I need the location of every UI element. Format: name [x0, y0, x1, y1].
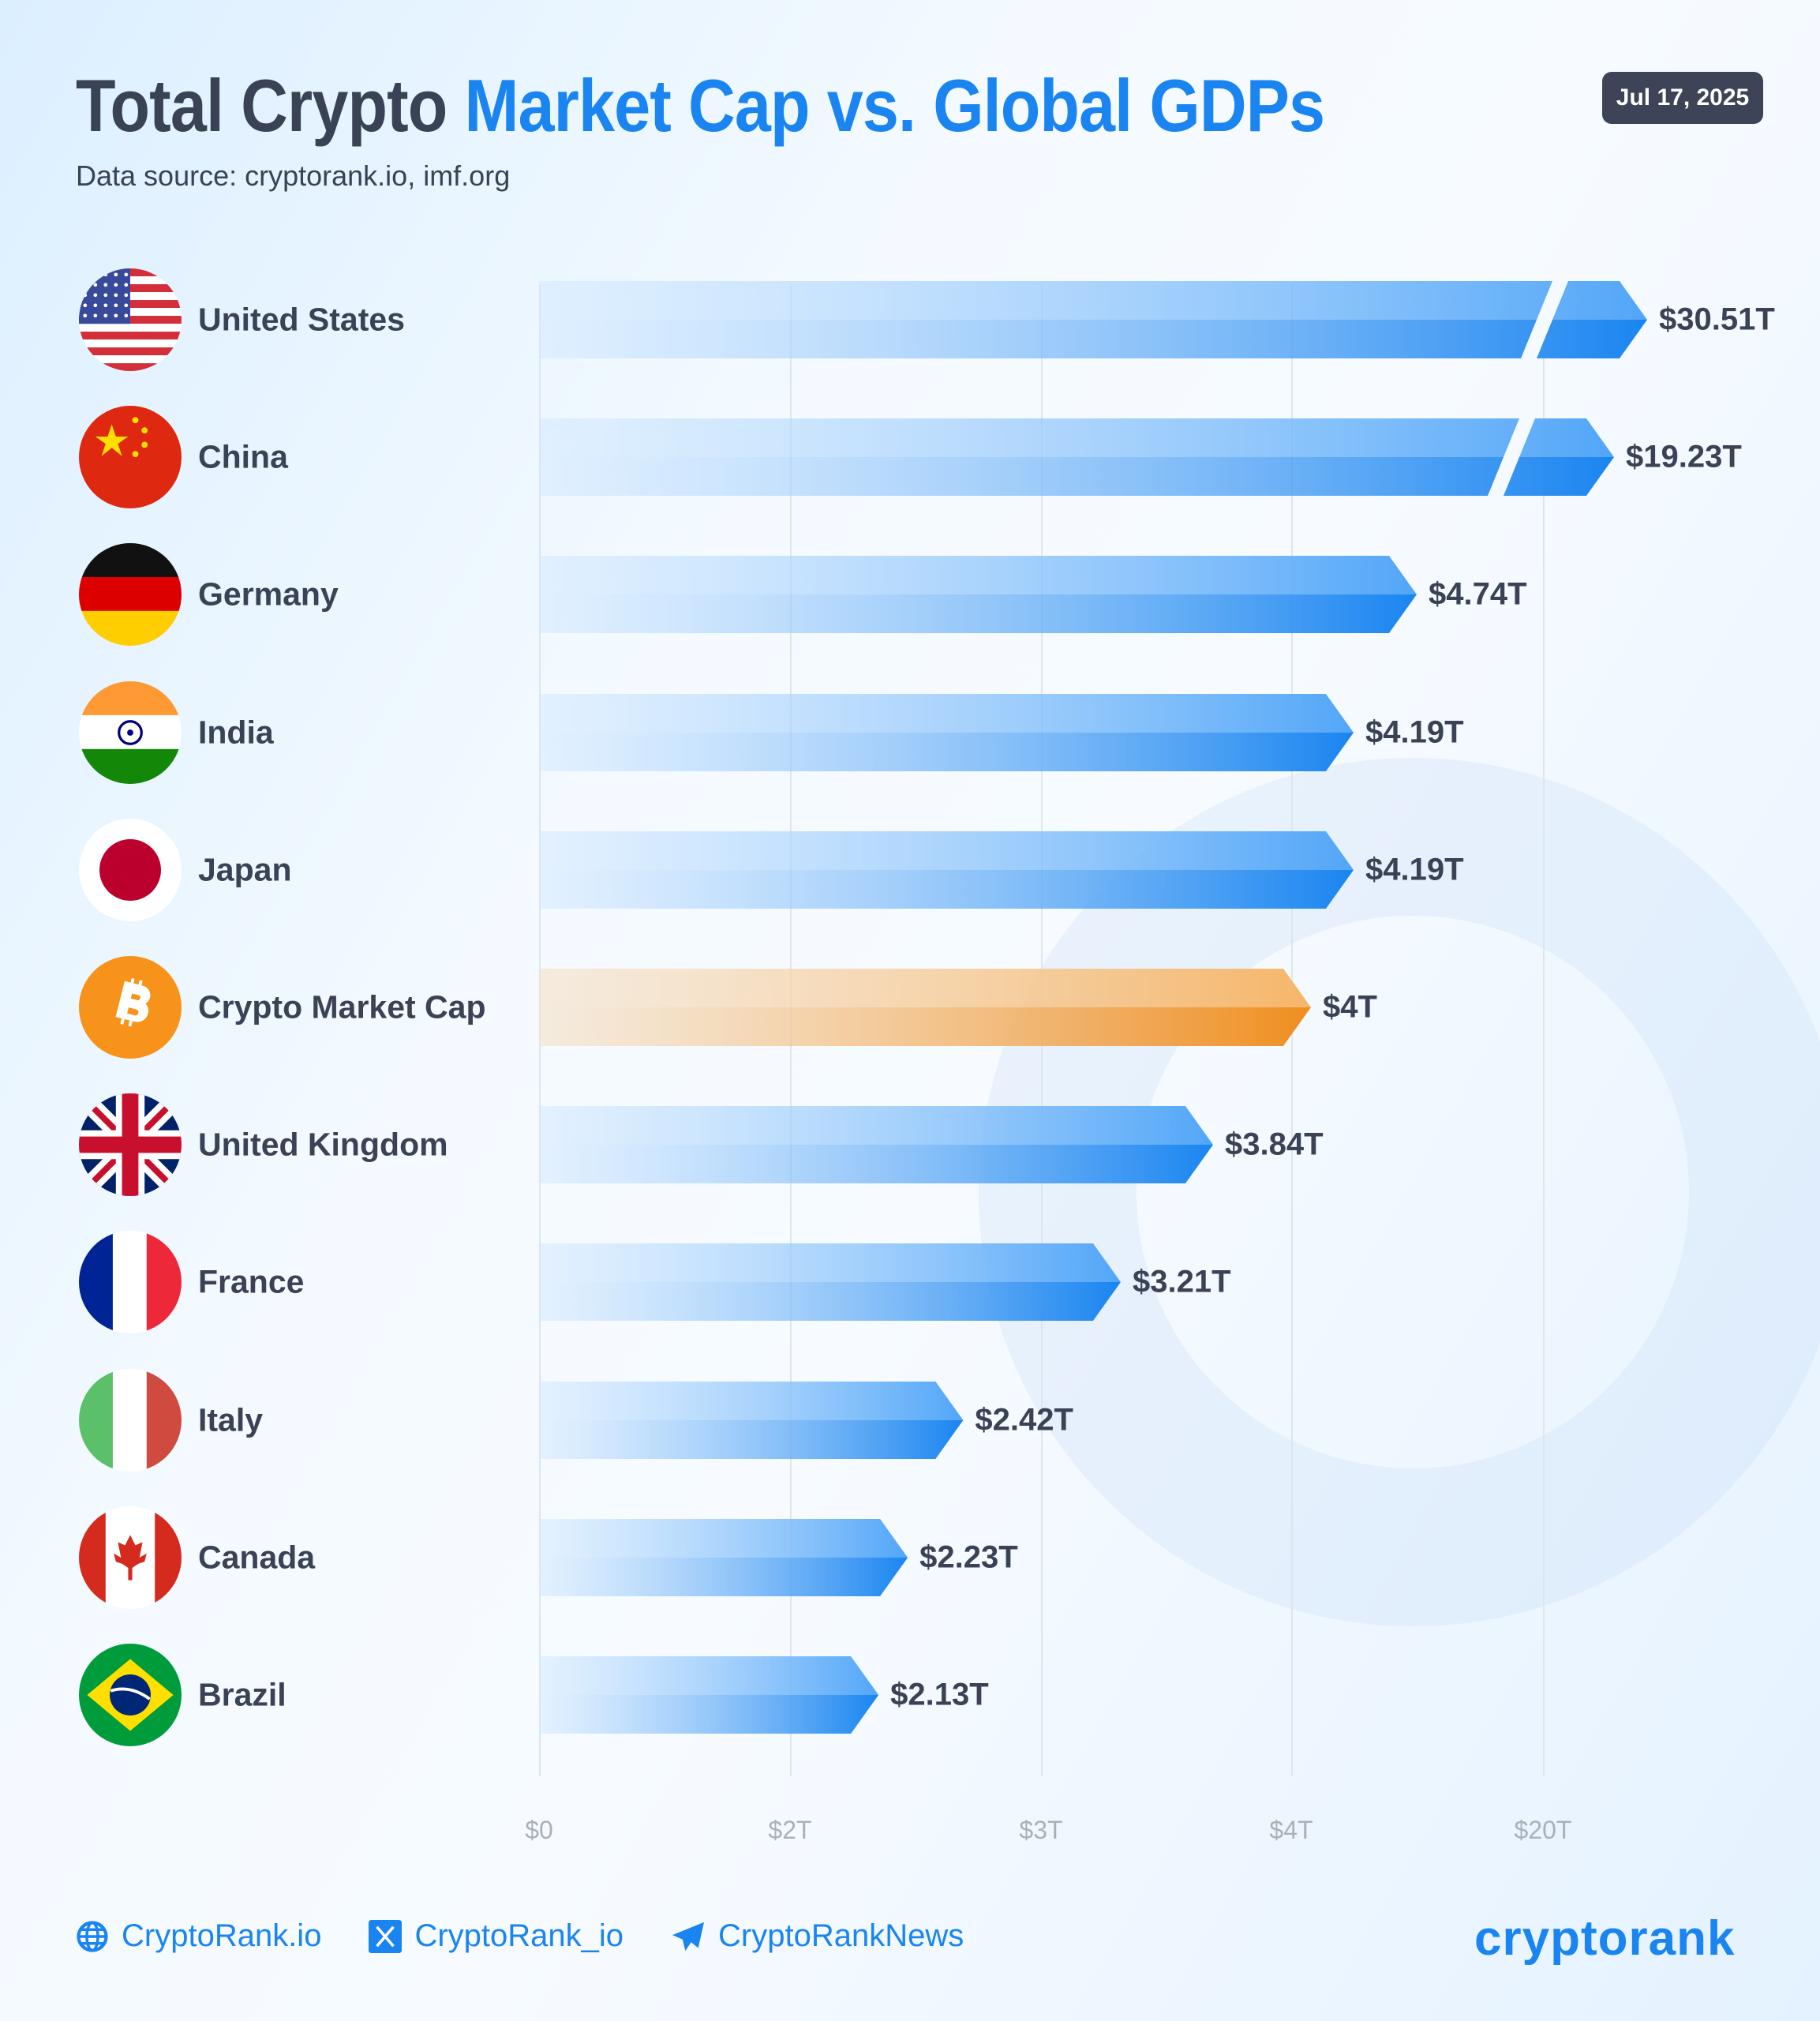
bar	[539, 1243, 1121, 1322]
category-label: Crypto Market Cap	[198, 988, 486, 1025]
bar	[539, 556, 1417, 634]
data-label: $4.19T	[1365, 852, 1464, 887]
category-label: Germany	[198, 576, 339, 613]
data-label: $3.84T	[1225, 1127, 1324, 1162]
data-label: $2.42T	[975, 1402, 1073, 1438]
bar	[539, 1381, 964, 1459]
telegram-link[interactable]: CryptoRankNews	[671, 1918, 964, 1954]
bar	[539, 693, 1354, 771]
x-tick-label: $2T	[768, 1816, 812, 1844]
data-label: $19.23T	[1626, 439, 1742, 474]
category-label: Italy	[198, 1401, 264, 1438]
flag-us-icon	[79, 268, 182, 371]
bar	[539, 969, 1311, 1046]
bar	[539, 1518, 908, 1596]
flag-ca-icon	[79, 1505, 182, 1609]
data-label: $4.74T	[1429, 576, 1527, 612]
category-label: France	[198, 1263, 305, 1300]
data-label: $3.21T	[1133, 1264, 1231, 1299]
title-part-2: Market Cap vs. Global GDPs	[464, 64, 1325, 147]
title-part-1: Total Crypto	[76, 64, 465, 147]
category-label: United States	[198, 301, 405, 338]
gridline	[1543, 284, 1545, 1776]
category-label: Brazil	[198, 1676, 286, 1713]
x-tick-label: $3T	[1019, 1816, 1063, 1844]
footer-links: CryptoRank.io CryptoRank_io CryptoRankNe…	[76, 1918, 964, 1954]
flag-in-icon	[79, 681, 182, 784]
data-label: $2.13T	[890, 1677, 989, 1712]
category-label: Japan	[198, 851, 292, 888]
category-label: India	[198, 714, 274, 751]
x-tick-label: $4T	[1269, 1816, 1313, 1844]
data-label: $4T	[1323, 989, 1377, 1025]
website-link[interactable]: CryptoRank.io	[76, 1918, 321, 1954]
category-label: United Kingdom	[198, 1126, 448, 1163]
bar	[539, 1656, 879, 1734]
data-label: $30.51T	[1659, 302, 1775, 337]
data-label: $4.19T	[1365, 714, 1464, 750]
bar	[539, 281, 1647, 358]
bar	[539, 1106, 1213, 1184]
category-label: Canada	[198, 1539, 316, 1576]
telegram-label: CryptoRankNews	[718, 1918, 964, 1953]
data-source: Data source: cryptorank.io, imf.org	[76, 159, 511, 192]
x-icon	[369, 1919, 403, 1953]
globe-icon	[77, 1920, 108, 1952]
page-title: Total Crypto Market Cap vs. Global GDPs	[76, 63, 1325, 148]
cryptorank-logo: cryptorank	[1474, 1911, 1736, 1966]
date-badge: Jul 17, 2025	[1602, 72, 1763, 124]
twitter-label: CryptoRank_io	[414, 1918, 624, 1953]
bitcoin-icon	[79, 956, 182, 1059]
bar	[539, 418, 1614, 497]
flag-br-icon	[79, 1644, 182, 1746]
x-tick-label: $20T	[1514, 1816, 1572, 1844]
category-label: China	[198, 438, 288, 475]
flag-cn-icon	[79, 406, 182, 509]
website-label: CryptoRank.io	[122, 1918, 322, 1953]
telegram-icon	[672, 1922, 705, 1951]
flag-gb-icon	[79, 1093, 182, 1197]
bar	[539, 831, 1354, 909]
x-tick-label: $0	[525, 1816, 553, 1844]
twitter-link[interactable]: CryptoRank_io	[369, 1918, 624, 1954]
data-label: $2.23T	[919, 1539, 1018, 1575]
flag-jp-icon	[79, 818, 182, 921]
flag-de-icon	[79, 543, 182, 647]
flag-it-icon	[79, 1368, 182, 1472]
flag-fr-icon	[79, 1231, 182, 1334]
